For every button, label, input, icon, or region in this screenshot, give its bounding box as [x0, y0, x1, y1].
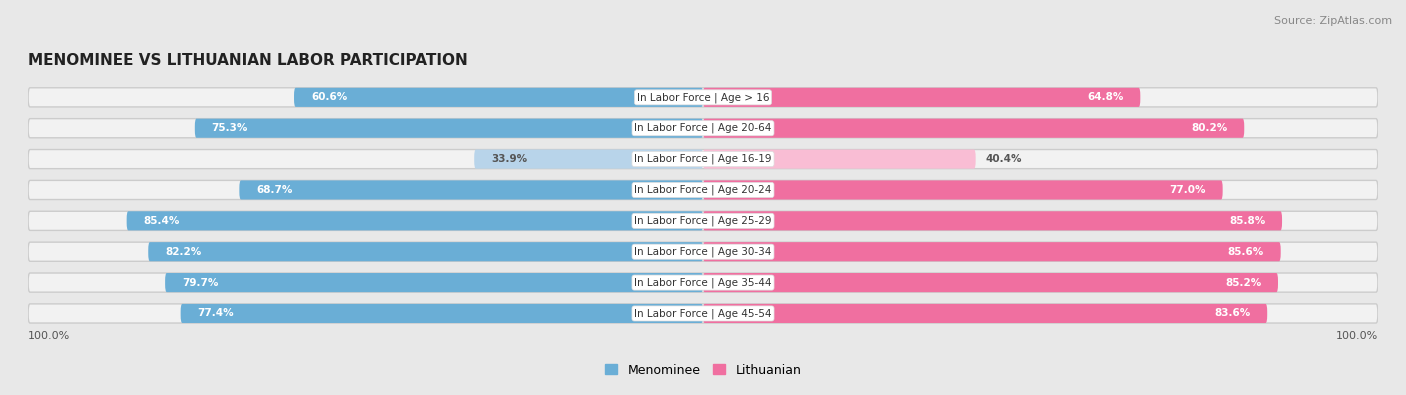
FancyBboxPatch shape: [28, 150, 1378, 169]
FancyBboxPatch shape: [195, 118, 703, 138]
Text: 60.6%: 60.6%: [311, 92, 347, 102]
Text: 40.4%: 40.4%: [986, 154, 1022, 164]
Text: 75.3%: 75.3%: [212, 123, 247, 133]
Text: 100.0%: 100.0%: [28, 331, 70, 340]
Text: 80.2%: 80.2%: [1191, 123, 1227, 133]
Text: 77.4%: 77.4%: [197, 308, 235, 318]
FancyBboxPatch shape: [148, 242, 703, 261]
Text: In Labor Force | Age 45-54: In Labor Force | Age 45-54: [634, 308, 772, 319]
FancyBboxPatch shape: [703, 273, 1278, 292]
FancyBboxPatch shape: [127, 211, 703, 230]
Text: 100.0%: 100.0%: [1336, 331, 1378, 340]
FancyBboxPatch shape: [703, 242, 1281, 261]
FancyBboxPatch shape: [28, 211, 1378, 230]
Text: 82.2%: 82.2%: [165, 247, 201, 257]
FancyBboxPatch shape: [703, 118, 1244, 138]
Text: 33.9%: 33.9%: [491, 154, 527, 164]
FancyBboxPatch shape: [703, 304, 1267, 323]
Text: MENOMINEE VS LITHUANIAN LABOR PARTICIPATION: MENOMINEE VS LITHUANIAN LABOR PARTICIPAT…: [28, 53, 468, 68]
Text: In Labor Force | Age 35-44: In Labor Force | Age 35-44: [634, 277, 772, 288]
FancyBboxPatch shape: [28, 118, 1378, 138]
FancyBboxPatch shape: [703, 88, 1140, 107]
Text: In Labor Force | Age 20-64: In Labor Force | Age 20-64: [634, 123, 772, 134]
FancyBboxPatch shape: [703, 150, 976, 169]
Text: 79.7%: 79.7%: [181, 278, 218, 288]
FancyBboxPatch shape: [28, 88, 1378, 107]
Text: 85.2%: 85.2%: [1225, 278, 1261, 288]
Text: 77.0%: 77.0%: [1170, 185, 1206, 195]
FancyBboxPatch shape: [28, 273, 1378, 292]
Text: 85.6%: 85.6%: [1227, 247, 1264, 257]
Text: In Labor Force | Age > 16: In Labor Force | Age > 16: [637, 92, 769, 103]
Text: In Labor Force | Age 16-19: In Labor Force | Age 16-19: [634, 154, 772, 164]
Text: In Labor Force | Age 30-34: In Labor Force | Age 30-34: [634, 246, 772, 257]
FancyBboxPatch shape: [28, 242, 1378, 261]
FancyBboxPatch shape: [703, 181, 1223, 199]
FancyBboxPatch shape: [239, 181, 703, 199]
FancyBboxPatch shape: [474, 150, 703, 169]
Text: 64.8%: 64.8%: [1087, 92, 1123, 102]
Text: 85.8%: 85.8%: [1229, 216, 1265, 226]
Text: In Labor Force | Age 25-29: In Labor Force | Age 25-29: [634, 216, 772, 226]
FancyBboxPatch shape: [165, 273, 703, 292]
Text: 83.6%: 83.6%: [1213, 308, 1250, 318]
Text: 68.7%: 68.7%: [256, 185, 292, 195]
FancyBboxPatch shape: [294, 88, 703, 107]
Text: 85.4%: 85.4%: [143, 216, 180, 226]
FancyBboxPatch shape: [28, 181, 1378, 199]
Text: In Labor Force | Age 20-24: In Labor Force | Age 20-24: [634, 185, 772, 195]
FancyBboxPatch shape: [28, 304, 1378, 323]
Legend: Menominee, Lithuanian: Menominee, Lithuanian: [600, 359, 806, 382]
FancyBboxPatch shape: [703, 211, 1282, 230]
Text: Source: ZipAtlas.com: Source: ZipAtlas.com: [1274, 16, 1392, 26]
FancyBboxPatch shape: [180, 304, 703, 323]
